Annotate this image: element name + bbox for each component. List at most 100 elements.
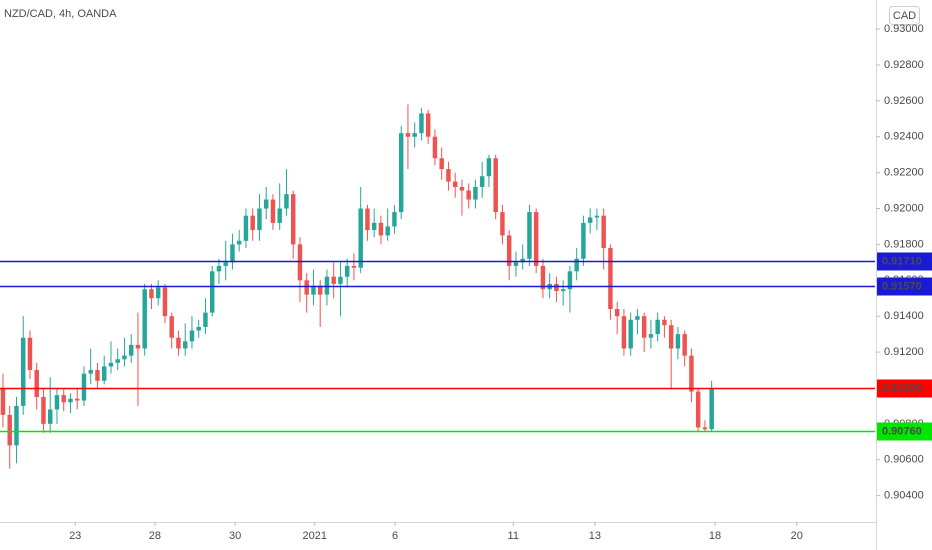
candle-body [142,289,147,349]
candle-body [203,312,208,327]
candle-body [88,370,93,374]
candle-body [554,283,559,292]
x-tick-label: 30 [229,530,241,542]
candle-body [533,212,539,266]
candle-body [189,330,195,342]
candle-body [317,285,323,295]
candle-body [135,344,141,349]
candle-body [162,287,168,317]
plot-area [0,104,714,469]
chart-title: NZD/CAD, 4h, OANDA [4,8,117,20]
candle-body [689,355,694,392]
candle-body [223,262,228,266]
candle-body [419,113,424,134]
candle-body [567,271,573,290]
candle-body [459,186,465,191]
candle-body [81,373,87,401]
y-tick-label: 0.91400 [884,310,924,322]
level-label-box [877,252,932,271]
candle-body [668,325,674,349]
level-label-box [877,379,932,398]
candle-body [209,271,215,313]
candle-body [263,199,269,209]
y-tick-label: 0.92400 [884,131,924,143]
candle-body [34,370,39,397]
candle-body [594,215,600,218]
candle-body [466,190,471,200]
candle-body [122,355,127,360]
y-tick-label: 0.92200 [884,167,924,179]
candle-body [277,208,282,223]
candle-body [452,181,458,187]
candle-body [236,240,242,245]
x-tick-label: 23 [69,530,81,542]
candle-body [479,176,485,187]
candle-body [614,309,620,317]
candle-body [540,265,546,290]
y-tick-label: 0.92800 [884,59,924,71]
level-label-box [877,422,932,441]
candle-body [128,344,134,356]
x-tick-label: 6 [392,530,398,542]
candle-body [74,398,80,401]
candle-body [20,337,26,406]
candle-body [344,265,350,277]
candle-body [371,222,377,231]
candle-body [61,395,66,403]
candle-body [304,280,309,295]
candle-body [351,265,357,268]
candle-body [101,366,107,381]
level-label: 0.91570 [882,280,922,292]
candle-body [270,199,276,223]
candle-body [95,370,100,381]
candle-body [284,194,289,209]
candle-body [338,276,343,284]
candle-body [365,208,370,231]
candle-body [608,247,613,310]
currency-label[interactable]: CAD [893,10,916,22]
candle-body [7,414,12,446]
candle-body [695,391,701,428]
candle-body [14,405,19,446]
candle-body [0,387,6,415]
x-tick-label: 20 [791,530,803,542]
candle-body [115,359,120,363]
candle-body [500,212,505,236]
x-tick-label: 28 [149,530,161,542]
x-tick-label: 18 [709,530,721,542]
x-tick-label: 13 [589,530,601,542]
candle-body [581,222,586,259]
candle-body [216,265,222,272]
candle-body [641,316,647,338]
candle-body [574,258,579,272]
candle-body [155,287,161,299]
currency-box[interactable] [889,6,920,25]
candle-body [473,186,478,200]
candle-body [655,319,660,335]
candle-body [358,208,363,268]
candle-body [560,289,566,292]
candle-body [54,395,60,410]
candle-body [324,276,330,295]
candle-body [635,316,640,320]
level-label: 0.91000 [882,382,922,394]
level-label-box [877,277,932,296]
level-label: 0.91710 [882,255,922,267]
candle-body [243,215,249,241]
candle-body [702,427,708,430]
y-tick-label: 0.91800 [884,238,924,250]
candle-body [520,258,525,263]
candle-body [230,244,235,263]
candle-body [439,158,444,170]
candle-body [621,316,627,349]
y-tick-label: 0.91200 [884,346,924,358]
y-tick-label: 0.90600 [884,454,924,466]
candle-body [493,158,498,213]
candle-body [250,215,255,231]
candle-body [446,169,451,182]
level-label: 0.90760 [882,425,922,437]
candle-body [378,222,384,236]
x-tick-label: 11 [508,530,519,542]
candle-body [41,396,46,424]
